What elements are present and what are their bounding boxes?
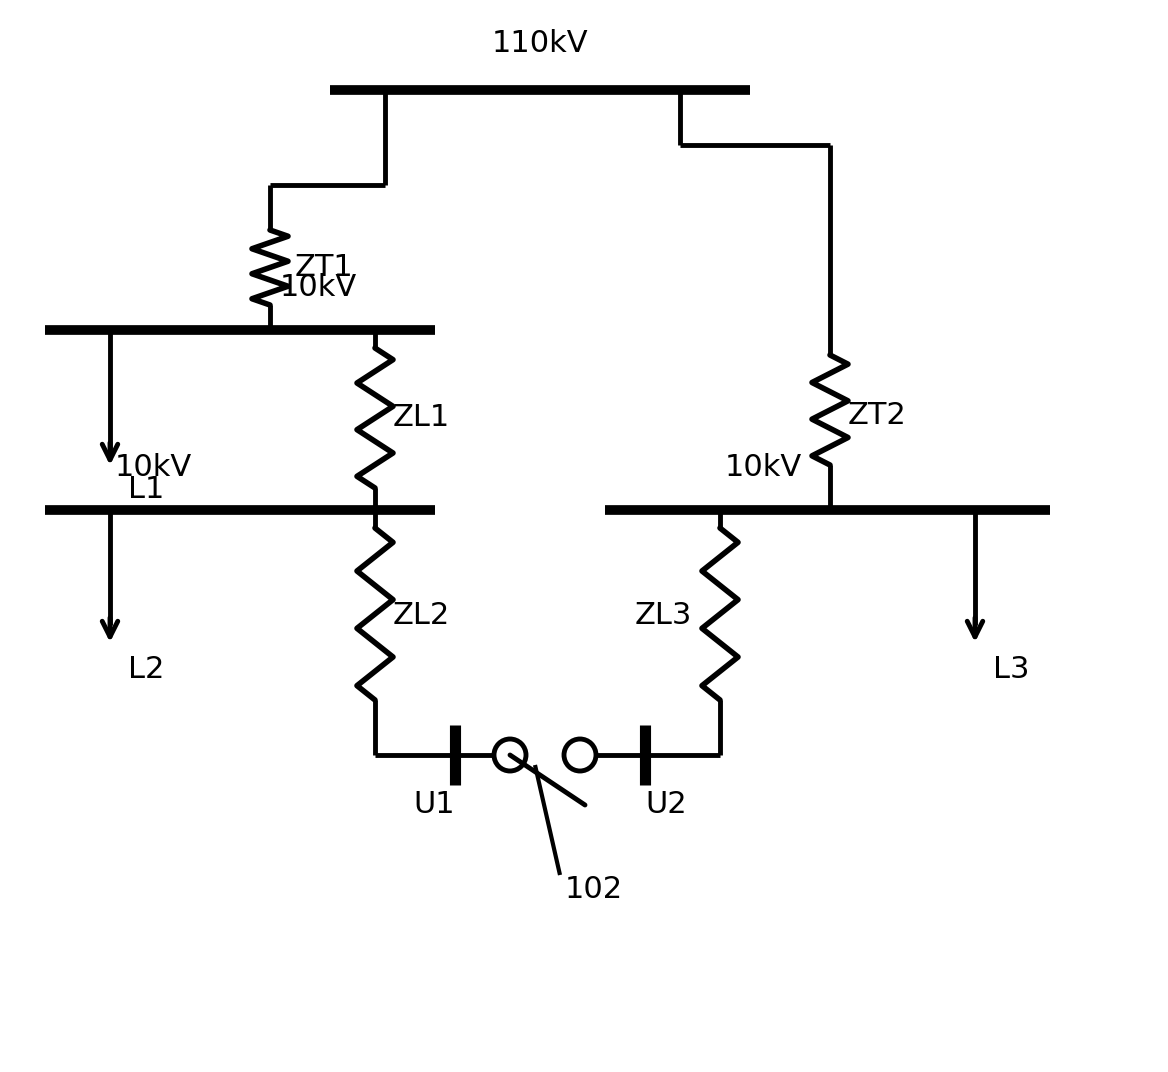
Text: 110kV: 110kV [492,29,589,58]
Text: L3: L3 [993,655,1029,684]
Text: 102: 102 [565,875,623,904]
Text: ZT1: ZT1 [296,253,354,283]
Text: L2: L2 [128,655,165,684]
Text: 10kV: 10kV [114,453,193,482]
Text: ZT2: ZT2 [848,401,906,430]
Text: U1: U1 [413,790,456,819]
Text: 10kV: 10kV [280,273,357,302]
Text: 10kV: 10kV [725,453,802,482]
Text: ZL3: ZL3 [635,600,693,629]
Text: ZL1: ZL1 [392,403,450,432]
Text: L1: L1 [128,475,165,504]
Text: ZL2: ZL2 [392,600,450,629]
Text: U2: U2 [645,790,687,819]
